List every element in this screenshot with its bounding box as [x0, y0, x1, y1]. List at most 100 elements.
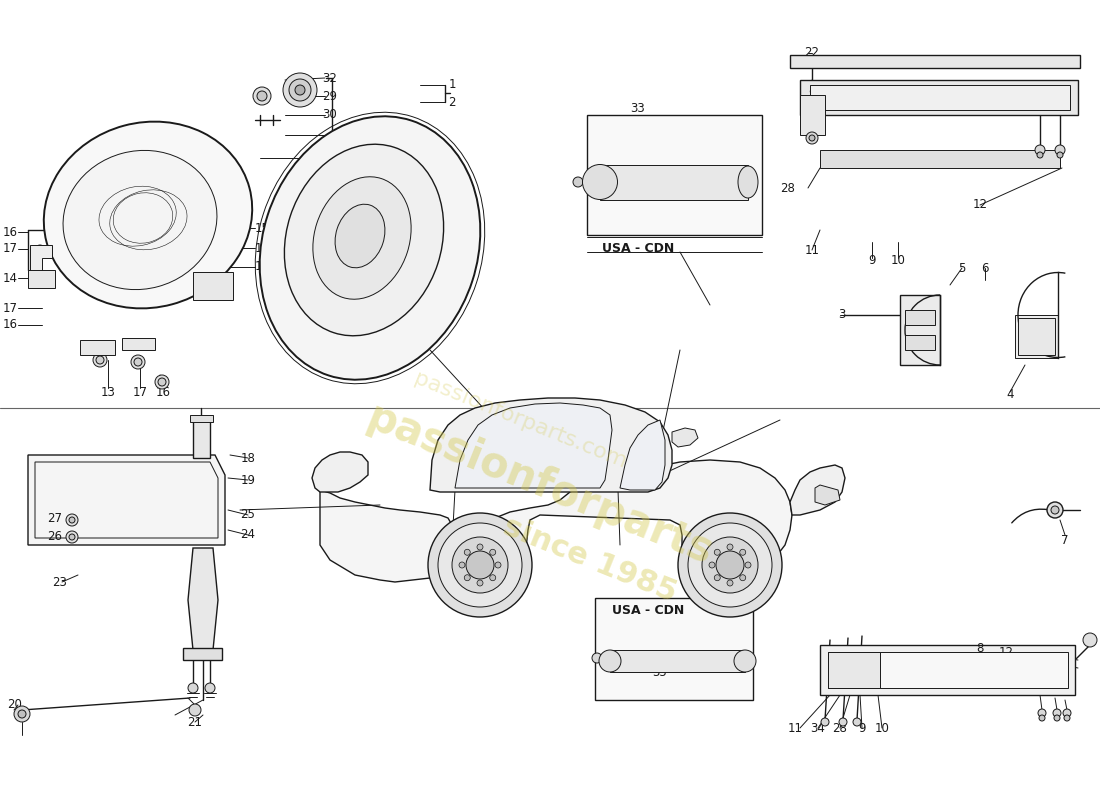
Circle shape [716, 551, 744, 579]
Text: 5: 5 [958, 262, 966, 274]
Circle shape [66, 531, 78, 543]
Circle shape [452, 537, 508, 593]
Ellipse shape [44, 122, 252, 308]
Circle shape [459, 562, 465, 568]
Polygon shape [800, 95, 825, 135]
Circle shape [710, 562, 715, 568]
Polygon shape [188, 548, 218, 650]
Polygon shape [815, 485, 840, 505]
Ellipse shape [600, 650, 621, 672]
Circle shape [739, 574, 746, 581]
Circle shape [852, 718, 861, 726]
Text: 24: 24 [241, 529, 255, 542]
Text: 16: 16 [254, 261, 270, 274]
Circle shape [495, 562, 500, 568]
Polygon shape [183, 648, 222, 660]
Text: 28: 28 [781, 182, 795, 194]
Text: 8: 8 [977, 642, 983, 654]
Circle shape [69, 534, 75, 540]
Text: 11: 11 [804, 243, 820, 257]
Circle shape [678, 513, 782, 617]
Text: 11: 11 [788, 722, 803, 734]
Text: USA - CDN: USA - CDN [612, 603, 684, 617]
Text: 34: 34 [811, 722, 825, 734]
Ellipse shape [312, 177, 411, 299]
Polygon shape [30, 245, 52, 278]
Text: 21: 21 [187, 715, 202, 729]
Polygon shape [900, 295, 940, 365]
Text: 14: 14 [2, 271, 18, 285]
Circle shape [1057, 152, 1063, 158]
Text: passionforparts.com: passionforparts.com [410, 368, 629, 472]
Text: 19: 19 [241, 474, 255, 486]
Polygon shape [828, 652, 1068, 688]
Polygon shape [455, 403, 612, 488]
Text: 16M: 16M [900, 663, 933, 677]
Ellipse shape [734, 650, 756, 672]
Text: 35: 35 [652, 666, 668, 678]
Ellipse shape [285, 144, 443, 336]
Circle shape [1055, 145, 1065, 155]
Text: 9: 9 [868, 254, 876, 266]
Polygon shape [600, 165, 748, 200]
Text: 8: 8 [808, 83, 816, 97]
Circle shape [592, 653, 602, 663]
Polygon shape [810, 85, 1070, 110]
Polygon shape [430, 398, 672, 492]
Bar [595, 598, 754, 700]
Circle shape [1084, 633, 1097, 647]
Ellipse shape [738, 166, 758, 198]
Circle shape [257, 91, 267, 101]
Polygon shape [312, 452, 368, 492]
Circle shape [912, 317, 918, 323]
Polygon shape [80, 340, 116, 355]
Circle shape [189, 704, 201, 716]
Circle shape [688, 523, 772, 607]
Text: 13: 13 [100, 386, 116, 398]
Polygon shape [820, 150, 1060, 168]
Text: 6: 6 [981, 262, 989, 274]
Text: 15: 15 [254, 222, 270, 234]
Bar [192, 272, 233, 300]
Circle shape [35, 245, 45, 255]
Text: 16: 16 [2, 318, 18, 331]
Circle shape [96, 356, 104, 364]
Circle shape [188, 683, 198, 693]
Circle shape [205, 683, 214, 693]
Text: 31: 31 [331, 151, 345, 165]
Circle shape [1050, 506, 1059, 514]
Circle shape [1040, 715, 1045, 721]
Circle shape [727, 544, 733, 550]
Circle shape [69, 517, 75, 523]
Text: 10: 10 [891, 254, 905, 266]
Circle shape [438, 523, 522, 607]
Text: 1: 1 [349, 129, 355, 142]
Polygon shape [905, 310, 935, 325]
Circle shape [573, 177, 583, 187]
Circle shape [1037, 152, 1043, 158]
Text: 22: 22 [804, 46, 820, 59]
Circle shape [839, 718, 847, 726]
Polygon shape [828, 652, 880, 688]
Circle shape [1035, 145, 1045, 155]
Polygon shape [192, 420, 210, 458]
Text: 29: 29 [322, 90, 338, 102]
Circle shape [289, 79, 311, 101]
Text: 17: 17 [254, 242, 270, 254]
Circle shape [158, 378, 166, 386]
Circle shape [922, 337, 928, 343]
Circle shape [714, 550, 720, 555]
Text: 26: 26 [47, 530, 63, 543]
Text: 12: 12 [972, 198, 988, 211]
Circle shape [283, 73, 317, 107]
Circle shape [155, 375, 169, 389]
Circle shape [1047, 502, 1063, 518]
Text: 17: 17 [2, 242, 18, 255]
Ellipse shape [336, 204, 385, 268]
Circle shape [466, 551, 494, 579]
Circle shape [477, 580, 483, 586]
Circle shape [18, 710, 26, 718]
Circle shape [727, 580, 733, 586]
Polygon shape [320, 460, 792, 582]
Circle shape [1053, 709, 1062, 717]
